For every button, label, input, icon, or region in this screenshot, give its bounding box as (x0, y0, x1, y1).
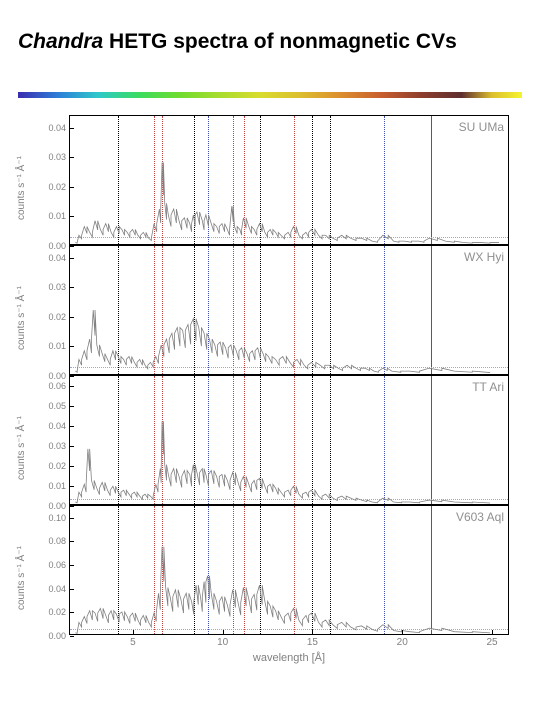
y-tick-label: 0.03 (38, 152, 66, 162)
y-tick-label: 0.00 (38, 241, 66, 251)
y-tick-label: 0.00 (38, 501, 66, 511)
y-tick-label: 0.05 (38, 401, 66, 411)
y-axis-label: counts s⁻¹ Å⁻¹ (16, 546, 27, 610)
y-tick-label: 0.04 (38, 584, 66, 594)
y-tick-label: 0.04 (38, 253, 66, 263)
y-tick-label: 0.02 (38, 182, 66, 192)
title-rest: HETG spectra of nonmagnetic CVs (103, 30, 457, 53)
spectrum-panel: TT Ari0.000.010.020.030.040.050.06 (69, 375, 509, 505)
spectrum-panel: SU UMa0.000.010.020.030.04 (69, 115, 509, 245)
x-tick-label: 5 (130, 637, 136, 648)
y-tick-label: 0.08 (38, 536, 66, 546)
y-tick-label: 0.06 (38, 560, 66, 570)
x-tick-label: 15 (307, 637, 318, 648)
y-tick-label: 0.01 (38, 341, 66, 351)
y-tick-label: 0.00 (38, 371, 66, 381)
y-tick-label: 0.03 (38, 441, 66, 451)
spectrum-panel: V603 Aql0.000.020.040.060.080.1051015202… (69, 505, 509, 635)
y-tick-label: 0.04 (38, 123, 66, 133)
spectrum-trace (70, 376, 508, 504)
spectrum-panel: WX Hyi0.000.010.020.030.04 (69, 245, 509, 375)
y-axis-label: counts s⁻¹ Å⁻¹ (16, 416, 27, 480)
y-tick-label: 0.02 (38, 461, 66, 471)
y-axis-label: counts s⁻¹ Å⁻¹ (16, 286, 27, 350)
spectrum-trace (70, 116, 508, 244)
y-tick-label: 0.03 (38, 282, 66, 292)
y-axis-label: counts s⁻¹ Å⁻¹ (16, 156, 27, 220)
x-axis-label: wavelength [Å] (253, 652, 325, 664)
y-tick-label: 0.02 (38, 312, 66, 322)
x-tick-label: 25 (486, 637, 497, 648)
page-title: Chandra HETG spectra of nonmagnetic CVs (18, 28, 457, 55)
y-tick-label: 0.01 (38, 481, 66, 491)
rainbow-divider (18, 92, 522, 98)
y-tick-label: 0.04 (38, 421, 66, 431)
spectrum-trace (70, 246, 508, 374)
y-tick-label: 0.02 (38, 607, 66, 617)
spectrum-trace (70, 506, 508, 634)
x-tick-label: 10 (217, 637, 228, 648)
y-tick-label: 0.00 (38, 631, 66, 641)
x-tick-label: 20 (397, 637, 408, 648)
y-tick-label: 0.06 (38, 381, 66, 391)
plot-area: SU UMa0.000.010.020.030.04 counts s⁻¹ Å⁻¹… (14, 115, 524, 685)
title-italic: Chandra (18, 30, 103, 53)
y-tick-label: 0.10 (38, 513, 66, 523)
y-tick-label: 0.01 (38, 211, 66, 221)
